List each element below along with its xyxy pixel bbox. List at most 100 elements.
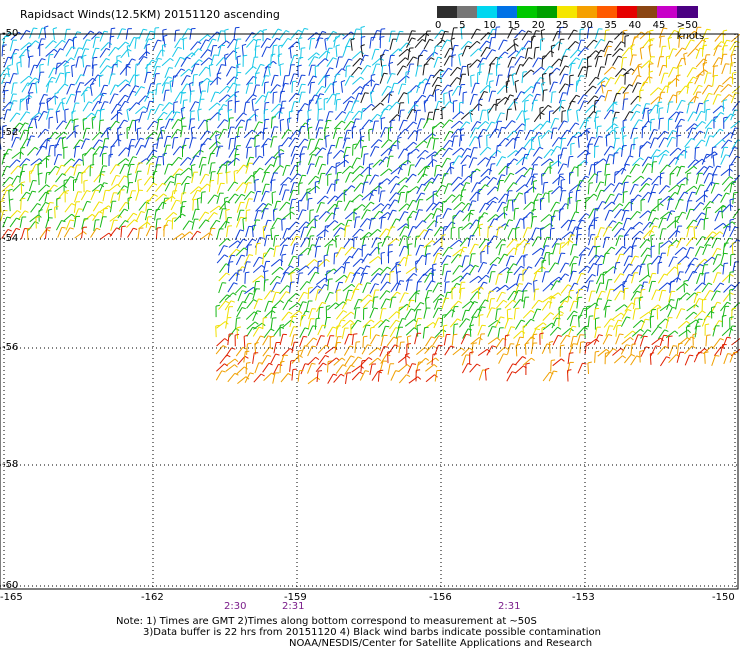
wind-barb-flag [317,285,321,289]
wind-barb [289,310,300,319]
wind-barb [307,52,317,61]
wind-barb-flag [181,106,186,110]
wind-barb-flag [716,290,721,293]
wind-barb [180,192,183,204]
wind-barb [513,265,522,276]
wind-barb [224,217,229,229]
wind-barb [656,102,659,114]
wind-barb [494,121,499,133]
wind-barb [118,101,126,111]
wind-barb-flag [214,194,219,198]
wind-barb [477,57,484,68]
wind-barb [559,243,562,255]
wind-barb [549,297,552,309]
wind-barb [597,77,606,86]
wind-barb [165,212,174,221]
wind-barb-flag [706,315,711,318]
wind-barb-flag [682,246,687,251]
wind-barb [144,137,150,149]
wind-barb-flag [241,193,246,197]
wind-barb [417,166,426,176]
wind-barb [174,174,177,186]
wind-barb [216,254,225,264]
wind-barb-flag [413,272,418,276]
wind-barb [712,105,722,114]
wind-barb [638,145,641,157]
wind-barb [381,236,387,247]
wind-barb [372,30,378,41]
wind-barb [621,164,627,175]
wind-barb [422,327,426,339]
wind-barb [26,135,32,147]
wind-barb-flag [26,111,31,114]
wind-barb-flag [474,243,479,246]
wind-barb-flag [702,298,707,301]
wind-barb [450,300,459,310]
wind-barb [19,129,25,141]
wind-barb-flag [629,84,634,87]
wind-barb-flag [458,52,463,56]
wind-barb-flag [610,145,615,149]
wind-barb-flag [86,200,91,203]
wind-barb [37,128,46,138]
wind-barb [551,137,560,147]
wind-barb-flag [52,27,58,30]
wind-barb-flag [279,63,284,66]
wind-barb [469,253,473,265]
wind-barb [552,31,558,42]
wind-barb [444,282,447,294]
wind-barb [432,282,439,293]
wind-barb [8,159,18,169]
wind-barb [397,75,407,84]
wind-barb [8,190,10,202]
wind-barb-flag [355,288,360,291]
wind-barb [515,184,526,193]
wind-barb [398,110,402,122]
wind-barb-flag [513,263,518,266]
wind-barb [532,66,542,75]
wind-barb-flag [324,37,329,40]
wind-barb [326,220,336,229]
wind-barb-flag [408,243,413,245]
wind-barb [710,290,718,301]
wind-barb [344,100,350,112]
wind-barb [298,146,304,158]
wind-barb-flag [411,37,416,40]
wind-barb [370,273,378,283]
wind-barb-flag [358,283,363,286]
wind-barb [577,94,585,105]
wind-barb [299,327,306,338]
wind-barb-flag [548,190,553,193]
wind-barb-flag [451,54,457,57]
wind-barb-flag [336,325,341,327]
wind-barb-flag [646,254,651,257]
wind-barb [191,190,198,201]
wind-barb-flag [629,155,634,158]
wind-barb-flag [4,89,9,92]
wind-barb-flag [711,256,716,260]
wind-barb [262,128,265,140]
wind-barb-flag [314,215,319,218]
wind-barb [44,227,48,239]
wind-barb [398,159,409,168]
wind-barb-flag [437,173,442,177]
wind-barb-flag [118,111,123,115]
wind-barb-flag [717,94,722,96]
wind-barb-flag [70,176,75,179]
wind-barb [515,156,525,166]
wind-barb [729,63,732,75]
wind-barb-flag [124,94,129,98]
wind-barb [467,200,473,212]
wind-barb [39,139,47,149]
wind-barb [561,48,567,60]
wind-barb-flag [431,240,436,244]
wind-barb-flag [111,27,116,30]
wind-barb [442,226,445,238]
wind-barb-flag [728,139,733,143]
wind-barb-flag [585,175,590,178]
wind-barb [576,180,581,192]
wind-barb [19,171,22,183]
wind-barb [254,210,259,222]
wind-barb-flag [196,189,202,192]
wind-barb [561,231,571,239]
